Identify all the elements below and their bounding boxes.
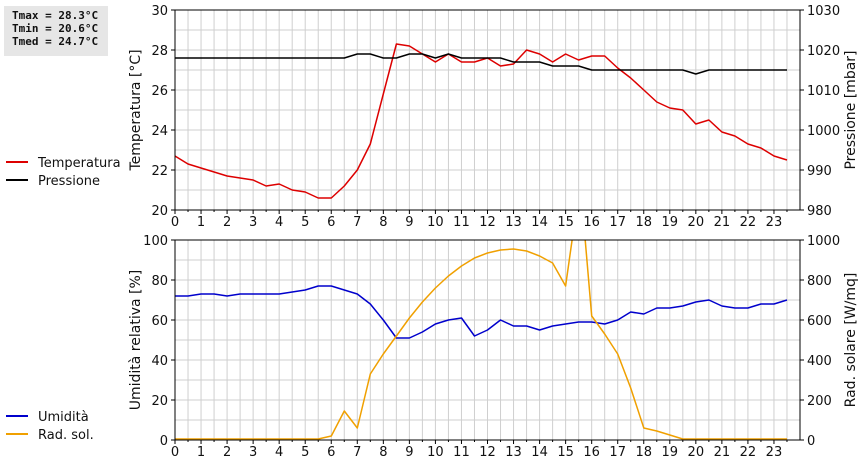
x-tick-label: 10 xyxy=(427,215,444,230)
x-tick-label: 1 xyxy=(197,445,205,460)
x-tick-label: 13 xyxy=(505,215,522,230)
x-tick-label: 9 xyxy=(405,445,413,460)
y-tick-label: 22 xyxy=(151,164,168,179)
x-tick-label: 23 xyxy=(766,445,783,460)
x-tick-label: 21 xyxy=(714,445,731,460)
tmed-text: Tmed = 24.7°C xyxy=(12,35,99,48)
x-tick-label: 11 xyxy=(453,445,470,460)
y-tick-label: 0 xyxy=(160,434,168,449)
x-tick-label: 7 xyxy=(353,445,361,460)
y2-tick-label: 1000 xyxy=(807,124,840,139)
y2-tick-label: 1030 xyxy=(807,4,840,19)
stats-box: Tmax = 28.3°C Tmin = 20.6°C Tmed = 24.7°… xyxy=(4,6,108,56)
x-tick-label: 17 xyxy=(609,215,626,230)
x-tick-label: 15 xyxy=(557,445,574,460)
x-tick-label: 6 xyxy=(327,215,335,230)
x-tick-label: 3 xyxy=(249,445,257,460)
x-tick-label: 5 xyxy=(301,215,309,230)
y-axis-label: Temperatura [°C] xyxy=(128,49,144,171)
x-tick-label: 1 xyxy=(197,215,205,230)
y2-tick-label: 980 xyxy=(807,204,832,219)
y-tick-label: 26 xyxy=(151,84,168,99)
series-line-rad-sol xyxy=(175,240,787,440)
x-tick-label: 4 xyxy=(275,215,283,230)
y2-tick-label: 1020 xyxy=(807,44,840,59)
x-tick-label: 8 xyxy=(379,445,387,460)
y-tick-label: 24 xyxy=(151,124,168,139)
x-tick-label: 0 xyxy=(171,445,179,460)
x-tick-label: 19 xyxy=(662,445,679,460)
x-tick-label: 10 xyxy=(427,445,444,460)
x-tick-label: 23 xyxy=(766,215,783,230)
x-tick-label: 12 xyxy=(479,215,496,230)
x-tick-label: 16 xyxy=(583,215,600,230)
x-tick-label: 6 xyxy=(327,445,335,460)
y2-tick-label: 1000 xyxy=(807,234,840,249)
y2-axis-label: Pressione [mbar] xyxy=(843,50,859,169)
x-tick-label: 9 xyxy=(405,215,413,230)
x-tick-label: 16 xyxy=(583,445,600,460)
series-line-temperatura xyxy=(175,43,788,199)
y-tick-label: 60 xyxy=(151,314,168,329)
x-tick-label: 2 xyxy=(223,215,231,230)
y-tick-label: 28 xyxy=(151,44,168,59)
x-tick-label: 0 xyxy=(171,215,179,230)
x-tick-label: 20 xyxy=(688,445,705,460)
y-axis-label: Umidità relativa [%] xyxy=(128,270,144,411)
y2-tick-label: 800 xyxy=(807,274,832,289)
legend-label: Pressione xyxy=(38,174,100,189)
x-tick-label: 12 xyxy=(479,445,496,460)
y2-tick-label: 200 xyxy=(807,394,832,409)
y-tick-label: 100 xyxy=(143,234,168,249)
legend-label: Rad. sol. xyxy=(38,428,94,443)
x-tick-label: 15 xyxy=(557,215,574,230)
x-tick-label: 21 xyxy=(714,215,731,230)
y-tick-label: 80 xyxy=(151,274,168,289)
series-line-umidit xyxy=(175,285,788,339)
y-tick-label: 40 xyxy=(151,354,168,369)
y2-tick-label: 990 xyxy=(807,164,832,179)
x-tick-label: 3 xyxy=(249,215,257,230)
x-tick-label: 20 xyxy=(688,215,705,230)
x-tick-label: 2 xyxy=(223,445,231,460)
x-tick-label: 13 xyxy=(505,445,522,460)
y-tick-label: 20 xyxy=(151,394,168,409)
legend-label: Temperatura xyxy=(37,156,121,171)
x-tick-label: 18 xyxy=(635,445,652,460)
x-tick-label: 18 xyxy=(635,215,652,230)
x-tick-label: 7 xyxy=(353,215,361,230)
y2-tick-label: 1010 xyxy=(807,84,840,99)
y2-tick-label: 400 xyxy=(807,354,832,369)
x-tick-label: 22 xyxy=(740,215,757,230)
y-tick-label: 20 xyxy=(151,204,168,219)
x-tick-label: 22 xyxy=(740,445,757,460)
legend-label: Umidità xyxy=(38,410,89,425)
x-tick-label: 17 xyxy=(609,445,626,460)
x-tick-label: 5 xyxy=(301,445,309,460)
x-tick-label: 11 xyxy=(453,215,470,230)
x-tick-label: 4 xyxy=(275,445,283,460)
x-tick-label: 14 xyxy=(531,445,548,460)
y2-tick-label: 0 xyxy=(807,434,815,449)
y2-axis-label: Rad. solare [W/mq] xyxy=(843,273,859,408)
series-line-pressione xyxy=(175,53,787,75)
y-tick-label: 30 xyxy=(151,4,168,19)
x-tick-label: 14 xyxy=(531,215,548,230)
tmin-text: Tmin = 20.6°C xyxy=(12,22,99,35)
x-tick-label: 19 xyxy=(662,215,679,230)
tmax-text: Tmax = 28.3°C xyxy=(12,9,99,22)
x-tick-label: 8 xyxy=(379,215,387,230)
y2-tick-label: 600 xyxy=(807,314,832,329)
